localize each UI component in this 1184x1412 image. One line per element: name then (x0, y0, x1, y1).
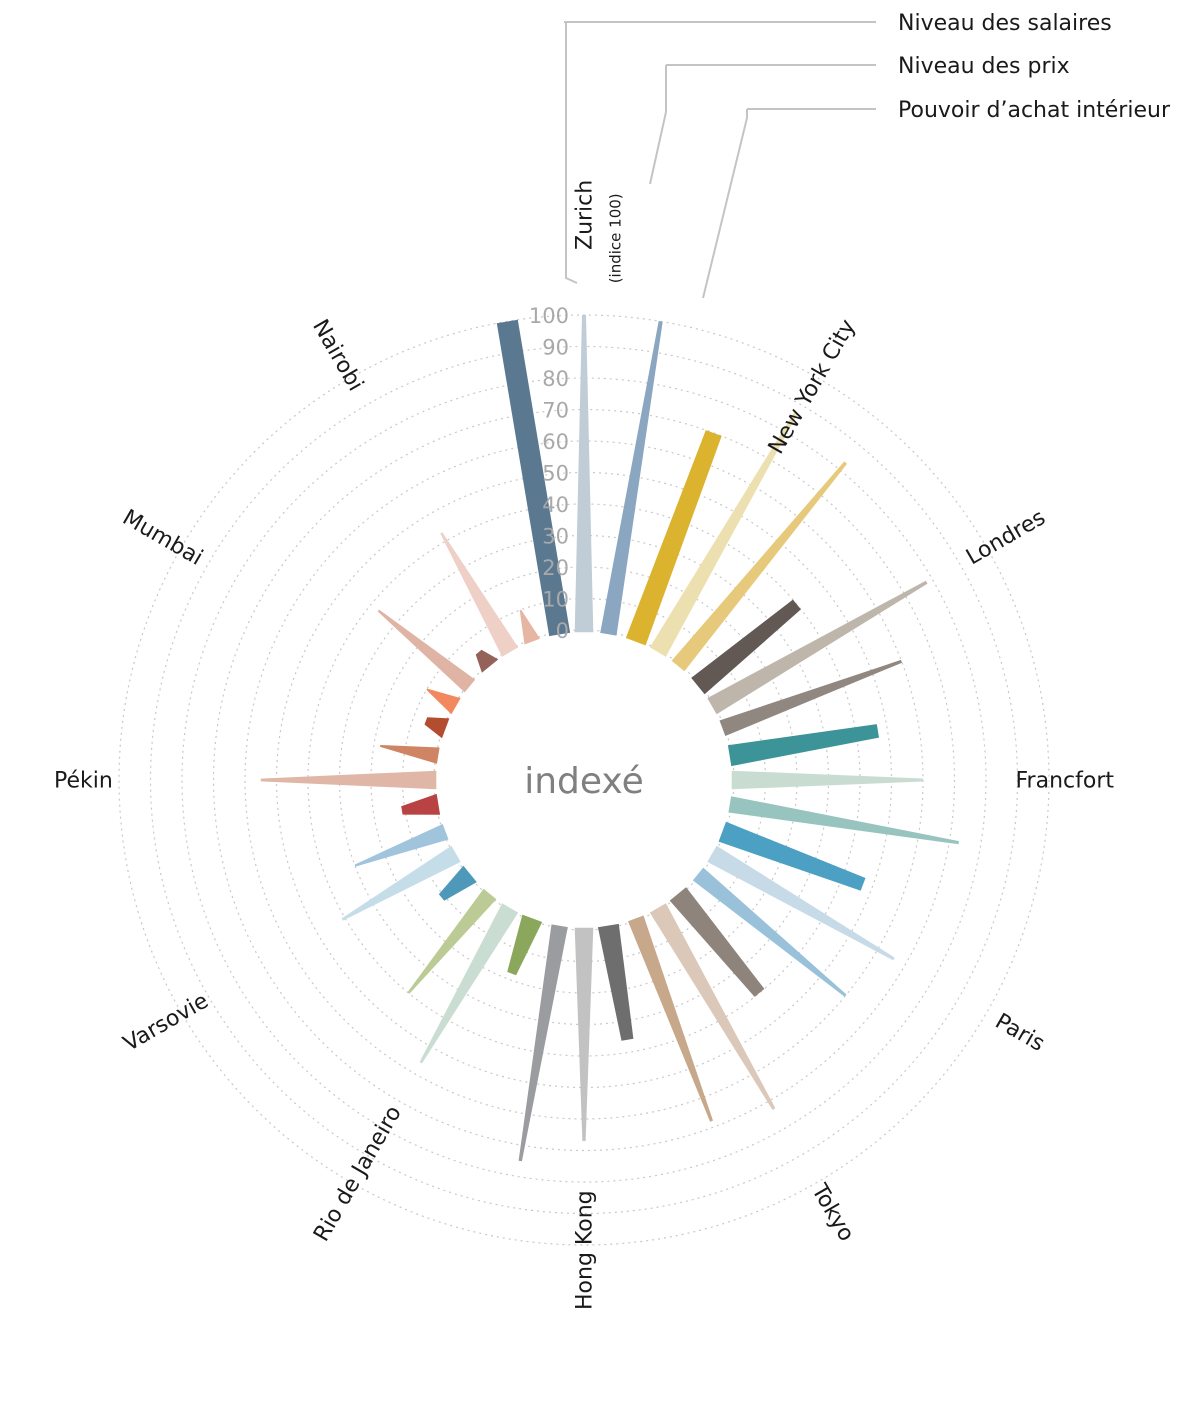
tick-label: 100 (529, 304, 569, 328)
grid-ring (149, 345, 1019, 1215)
bar-9-1 (260, 770, 437, 790)
city-label: Mumbai (118, 505, 207, 571)
bar-3-2 (728, 796, 959, 845)
bar-10-1 (426, 688, 461, 715)
legend-label-prix: Niveau des prix (898, 54, 1070, 79)
bar-2-1 (707, 580, 928, 715)
bar-11-2 (519, 609, 540, 645)
legend-leader-lines (564, 21, 876, 299)
bar-0-0 (496, 319, 571, 637)
bar-8-2 (354, 824, 449, 867)
tick-label: 30 (542, 525, 569, 549)
tick-label: 60 (542, 430, 569, 454)
city-label: Paris (991, 1009, 1049, 1057)
tick-labels: 0 10 20 30 40 50 60 70 80 90 100 (529, 304, 569, 643)
bar-8-1 (341, 845, 461, 921)
tick-label: 90 (542, 336, 569, 360)
tick-label: 80 (542, 367, 569, 391)
bar-5-1 (649, 903, 776, 1110)
city-label: Londres (962, 505, 1050, 570)
leader-line-salaires-drop (565, 22, 578, 284)
bar-9-2 (380, 745, 440, 764)
city-label: Zurich (573, 180, 598, 250)
center-label: indexé (524, 761, 644, 802)
bar-0-1 (574, 315, 594, 633)
city-label: Nairobi (307, 315, 368, 395)
bar-7-1 (419, 903, 519, 1064)
city-label: Tokyo (806, 1179, 859, 1246)
city-label: Hong Kong (573, 1190, 598, 1310)
legend-label-salaires: Niveau des salaires (898, 11, 1112, 36)
city-label: New York City (764, 315, 861, 458)
bar-0-2 (600, 321, 663, 636)
bar-4-2 (692, 867, 847, 997)
tick-label: 20 (542, 556, 569, 580)
grid-ring (212, 408, 956, 1152)
bar-1-0 (625, 430, 722, 646)
bar-10-0 (424, 717, 450, 739)
bar-11-0 (475, 649, 499, 673)
leader-line-pouvoir-drop (702, 109, 748, 299)
grid-ring (181, 377, 987, 1183)
bar-8-0 (438, 865, 477, 901)
bar-3-1 (731, 770, 923, 790)
tick-label: 40 (542, 493, 569, 517)
bars-layer (260, 315, 959, 1162)
bar-2-2 (719, 659, 902, 736)
tick-label: 50 (542, 462, 569, 486)
tick-label: 70 (542, 399, 569, 423)
bar-7-2 (407, 888, 497, 994)
bar-4-0 (718, 821, 866, 891)
bar-11-1 (440, 532, 519, 657)
bar-7-0 (507, 914, 543, 976)
city-label: Rio de Janeiro (309, 1102, 407, 1246)
bar-4-1 (707, 845, 895, 961)
bar-1-1 (649, 411, 798, 657)
bar-6-0 (597, 923, 634, 1041)
city-label: Francfort (1016, 769, 1115, 794)
bar-6-1 (574, 927, 594, 1141)
bar-3-0 (727, 724, 879, 767)
bar-2-0 (691, 599, 801, 695)
bar-9-0 (401, 793, 441, 815)
tick-label: 0 (556, 619, 569, 643)
city-label: Pékin (54, 769, 113, 794)
legend-label-pouvoir: Pouvoir d’achat intérieur (898, 98, 1171, 123)
tick-label: 10 (542, 588, 569, 612)
bar-5-0 (669, 887, 765, 997)
index-note-label: (indice 100) (607, 193, 625, 283)
bar-10-2 (377, 609, 476, 693)
bar-6-2 (518, 924, 568, 1162)
city-label: Varsovie (119, 988, 212, 1056)
bar-1-2 (671, 461, 848, 672)
leader-line-prix-drop (649, 65, 667, 185)
bar-5-2 (628, 915, 713, 1122)
